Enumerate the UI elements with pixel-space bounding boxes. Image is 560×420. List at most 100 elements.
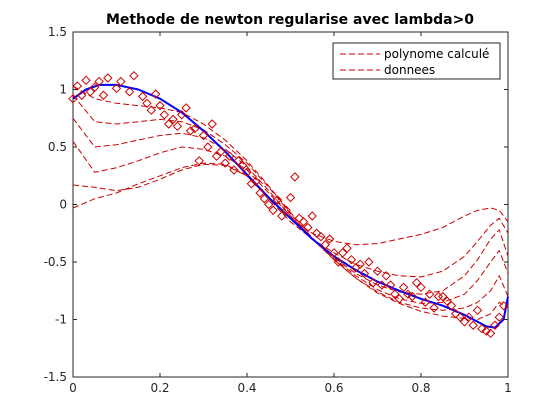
data-point-marker (237, 160, 248, 171)
data-point-marker (272, 195, 283, 205)
data-point-marker (438, 291, 448, 302)
data-point-marker (129, 70, 139, 81)
data-point-marker (485, 328, 496, 339)
x-axis: 0 0.2 0.4 0.6 0.8 1 (69, 32, 512, 395)
data-point-marker (329, 248, 339, 258)
data-point-marker (216, 146, 226, 157)
data-point-marker (198, 130, 209, 141)
data-point-marker (303, 222, 313, 233)
data-point-marker (451, 309, 461, 319)
data-point-marker (81, 75, 91, 86)
x-tick-label: 0 (69, 381, 77, 395)
data-point-marker (385, 280, 396, 290)
axes-box (72, 31, 509, 378)
data-point-marker (90, 82, 100, 92)
y-axis: -1.5 -1 -0.5 0 0.5 1 1.5 (44, 25, 508, 384)
data-point-marker (76, 90, 87, 100)
data-point-marker (381, 271, 391, 281)
data-point-marker (411, 277, 422, 288)
data-point-marker (185, 126, 196, 136)
data-point-marker (403, 289, 413, 299)
data-point-marker (246, 179, 257, 189)
data-point-marker (298, 217, 309, 227)
data-point-marker (346, 254, 357, 265)
data-point-marker (277, 211, 287, 221)
data-point-marker (220, 158, 230, 168)
data-points-layer (68, 70, 509, 339)
legend-box (332, 42, 501, 80)
y-tick-label: -1 (55, 313, 67, 327)
data-point-marker (124, 87, 135, 97)
data-point-marker (398, 282, 409, 293)
data-point-marker (416, 282, 426, 293)
y-tick-label: 0.5 (48, 140, 67, 154)
data-point-marker (355, 259, 365, 270)
data-point-marker (377, 280, 387, 290)
data-point-marker (420, 297, 431, 307)
data-point-marker (337, 248, 348, 258)
data-point-marker (429, 303, 439, 313)
data-point-marker (268, 205, 278, 215)
x-tick-label: 0.4 (237, 381, 256, 395)
data-point-marker (103, 73, 113, 83)
data-point-marker (224, 151, 235, 161)
fitted-curve-line (72, 83, 509, 329)
data-point-marker (477, 323, 487, 334)
data-point-marker (242, 167, 252, 178)
data-point-marker (142, 98, 152, 109)
data-point-marker (68, 93, 78, 104)
data-point-marker (459, 317, 470, 327)
data-point-marker (342, 243, 352, 253)
data-point-marker (494, 312, 505, 322)
data-point-marker (211, 151, 222, 161)
legend-label-1: polynome calculé (384, 47, 489, 61)
data-point-marker (259, 194, 270, 204)
data-point-marker (94, 76, 104, 87)
data-point-marker (307, 211, 317, 221)
data-point-marker (359, 268, 370, 279)
data-point-marker (490, 320, 500, 330)
y-tick-label: 0 (59, 198, 67, 212)
data-point-marker (146, 105, 157, 115)
data-point-marker (163, 119, 174, 129)
data-point-marker (181, 103, 191, 113)
data-point-marker (372, 266, 383, 276)
data-point-marker (98, 90, 109, 100)
data-point-marker (150, 89, 161, 99)
data-point-marker (281, 205, 291, 215)
data-point-marker (311, 228, 322, 238)
data-point-marker (168, 114, 178, 125)
data-point-marker (159, 110, 170, 120)
data-point-marker (320, 240, 331, 250)
data-point-marker (442, 296, 452, 306)
data-point-marker (285, 192, 296, 203)
legend-label-2: donnees (384, 63, 435, 77)
data-point-marker (111, 83, 122, 94)
legend: polynome calculé donnees (332, 42, 501, 80)
data-point-marker (116, 76, 126, 87)
x-tick-label: 0.8 (411, 381, 430, 395)
data-point-marker (468, 320, 478, 330)
data-point-marker (264, 199, 274, 210)
data-point-marker (233, 156, 244, 166)
data-point-marker (255, 188, 265, 198)
data-point-marker (194, 156, 204, 166)
data-point-marker (368, 277, 378, 288)
data-point-marker (364, 257, 374, 267)
data-point-marker (207, 119, 217, 129)
y-tick-label: 1 (59, 83, 67, 97)
iteration-curve-line (72, 117, 509, 304)
y-tick-label: -1.5 (44, 370, 67, 384)
data-point-marker (394, 294, 404, 304)
data-point-marker (481, 326, 491, 336)
data-point-marker (155, 100, 165, 111)
x-tick-label: 1 (504, 381, 512, 395)
data-point-marker (316, 231, 326, 242)
y-tick-label: -0.5 (44, 255, 67, 269)
data-point-marker (464, 312, 474, 322)
data-point-marker (446, 300, 457, 311)
data-point-marker (177, 110, 187, 120)
x-tick-label: 0.6 (324, 381, 343, 395)
data-point-marker (472, 305, 483, 316)
